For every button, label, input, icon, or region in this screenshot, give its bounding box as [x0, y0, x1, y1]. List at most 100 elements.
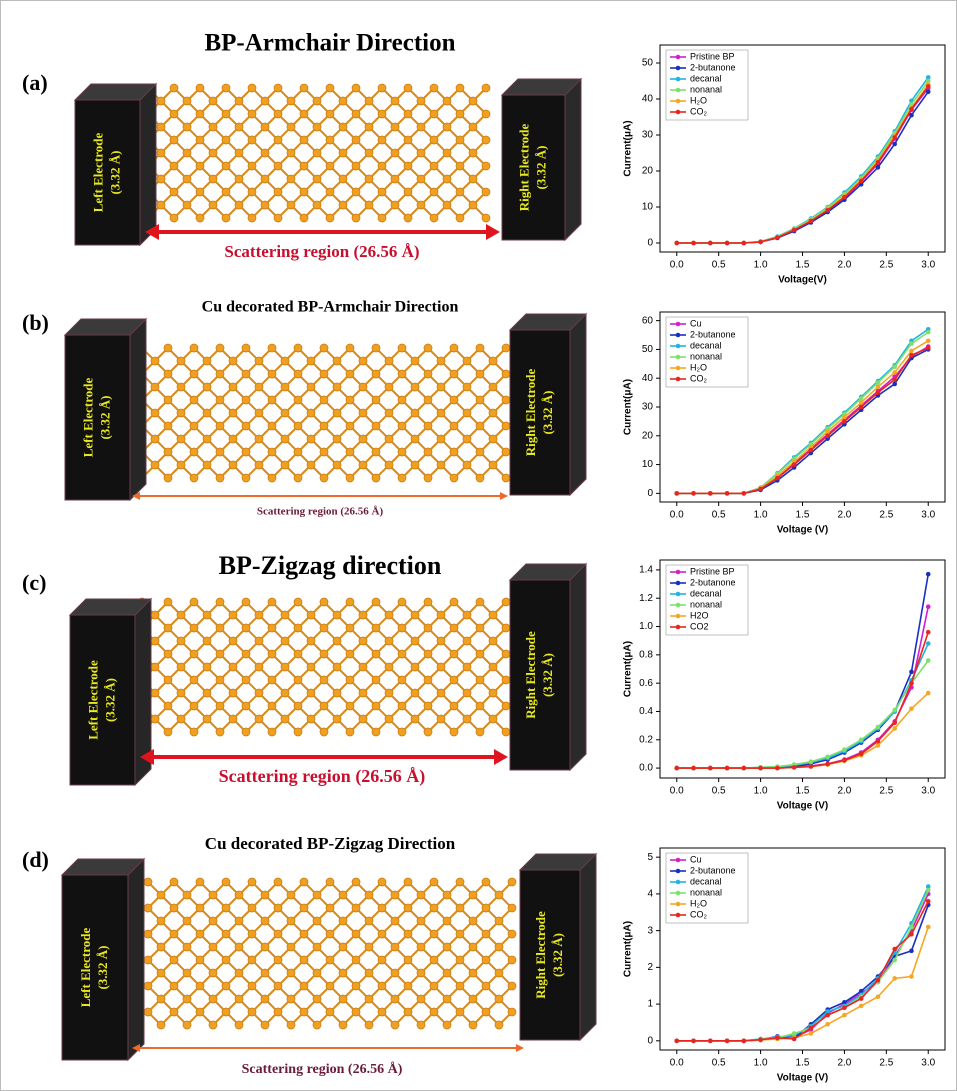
data-point	[742, 766, 747, 771]
data-point	[842, 747, 847, 752]
atom	[164, 370, 172, 378]
atom	[248, 110, 256, 118]
data-point	[859, 179, 864, 184]
electrode-side	[570, 314, 586, 495]
atom	[430, 136, 438, 144]
atom	[346, 344, 354, 352]
data-point	[775, 1036, 780, 1041]
atom	[300, 982, 308, 990]
y-tick-label: 60	[642, 315, 654, 326]
data-point	[876, 160, 881, 165]
atom	[463, 715, 471, 723]
atom	[482, 110, 490, 118]
legend-marker	[676, 858, 681, 863]
data-point	[691, 491, 696, 496]
atom	[157, 995, 165, 1003]
atom	[235, 123, 243, 131]
atom	[378, 84, 386, 92]
atom	[352, 1008, 360, 1016]
atom	[294, 448, 302, 456]
atom	[417, 175, 425, 183]
atom	[216, 344, 224, 352]
legend-marker	[676, 581, 681, 586]
legend-label: Cu	[690, 318, 702, 328]
data-point	[876, 385, 881, 390]
atom	[391, 1021, 399, 1029]
atom	[424, 676, 432, 684]
atom	[391, 943, 399, 951]
atom	[151, 383, 159, 391]
atom	[385, 689, 393, 697]
atom	[235, 175, 243, 183]
x-tick-label: 0.0	[670, 786, 684, 797]
atom	[346, 422, 354, 430]
legend-marker	[676, 570, 681, 575]
atom	[209, 1021, 217, 1029]
atom	[372, 396, 380, 404]
atom	[190, 448, 198, 456]
data-point	[926, 572, 931, 577]
data-point	[809, 448, 814, 453]
atom	[372, 422, 380, 430]
atom	[300, 136, 308, 144]
atom	[404, 878, 412, 886]
atom	[469, 917, 477, 925]
atom	[274, 930, 282, 938]
atom	[378, 136, 386, 144]
atom	[229, 435, 237, 443]
atom	[294, 702, 302, 710]
atom	[326, 930, 334, 938]
atom	[417, 917, 425, 925]
atom	[190, 702, 198, 710]
atom	[476, 422, 484, 430]
atom	[164, 396, 172, 404]
data-point	[892, 708, 897, 713]
data-point	[842, 195, 847, 200]
x-tick-label: 2.5	[879, 510, 893, 521]
data-point	[792, 228, 797, 233]
data-point	[758, 1037, 763, 1042]
atom	[352, 930, 360, 938]
atom	[274, 956, 282, 964]
atom	[346, 370, 354, 378]
electrode-width: (3.32 Å)	[533, 145, 548, 189]
atom	[456, 136, 464, 144]
data-point	[892, 370, 897, 375]
atom	[437, 611, 445, 619]
y-tick-label: 0	[647, 488, 653, 499]
atom	[437, 409, 445, 417]
atom	[222, 188, 230, 196]
atom	[164, 650, 172, 658]
electrode-label: Right Electrode	[516, 124, 531, 212]
atom	[151, 435, 159, 443]
data-point	[859, 996, 864, 1001]
atom	[391, 175, 399, 183]
atom	[424, 344, 432, 352]
atom	[235, 995, 243, 1003]
atom	[281, 611, 289, 619]
atom	[450, 448, 458, 456]
atom	[255, 357, 263, 365]
atom	[489, 409, 497, 417]
atom	[391, 149, 399, 157]
atom	[164, 702, 172, 710]
atom	[287, 149, 295, 157]
atom	[300, 930, 308, 938]
atom	[365, 97, 373, 105]
atom	[482, 84, 490, 92]
data-point	[691, 241, 696, 246]
legend-label: decanal	[690, 876, 722, 886]
atom	[203, 637, 211, 645]
atom	[203, 409, 211, 417]
data-point	[825, 754, 830, 759]
atom	[502, 474, 510, 482]
scattering-label: Scattering region (26.56 Å)	[242, 1061, 403, 1077]
atom	[170, 904, 178, 912]
data-point	[926, 330, 931, 335]
data-point	[691, 766, 696, 771]
atom	[203, 663, 211, 671]
data-point	[892, 947, 897, 952]
data-point	[758, 766, 763, 771]
atom	[222, 136, 230, 144]
atom	[151, 461, 159, 469]
